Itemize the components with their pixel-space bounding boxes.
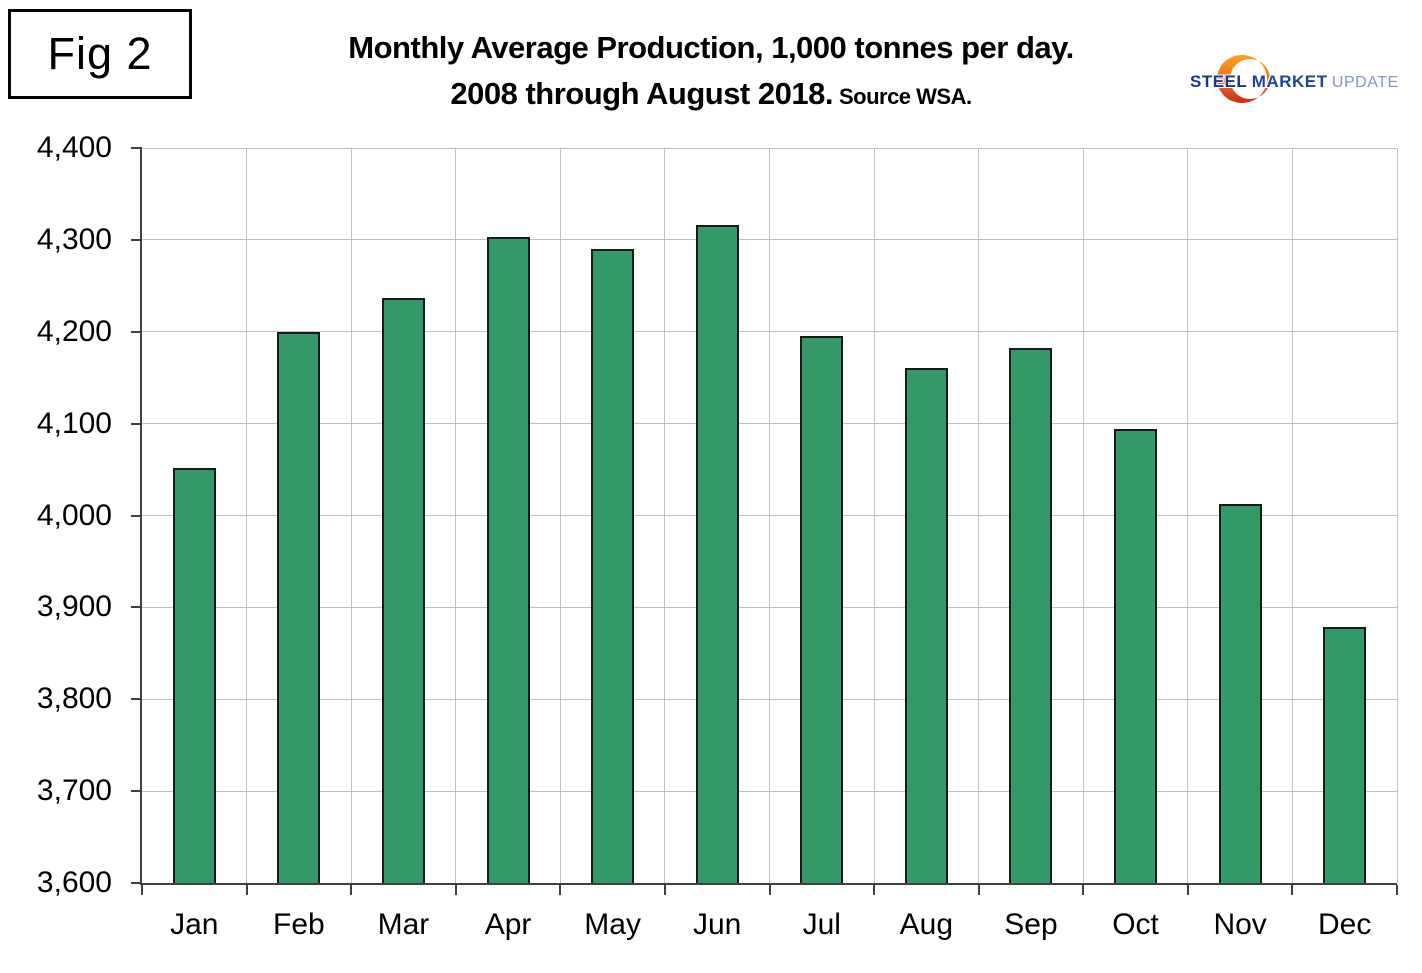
chart-title: Monthly Average Production, 1,000 tonnes… [180, 30, 1242, 112]
x-axis-label-sep: Sep [1004, 908, 1058, 941]
x-axis-label-jul: Jul [802, 908, 841, 941]
x-axis-tick [1186, 885, 1189, 895]
y-axis-label: 4,200 [36, 314, 112, 348]
gridline-vertical [455, 148, 457, 883]
gridline-vertical [664, 148, 666, 883]
x-axis-tick [245, 885, 248, 895]
bar-sep [1009, 348, 1053, 883]
y-axis-label: 3,600 [36, 866, 112, 899]
gridline-vertical [1396, 148, 1398, 883]
y-axis-tick [131, 330, 142, 333]
y-axis-tick [131, 698, 142, 701]
gridline-vertical [769, 148, 770, 883]
chart-title-line2-text: 2008 through August 2018. [450, 76, 833, 111]
y-axis-tick [131, 238, 142, 241]
y-axis-tick [131, 147, 142, 149]
y-axis-label: 4,000 [36, 498, 112, 532]
gridline-vertical [873, 148, 875, 883]
y-axis-tick [131, 422, 142, 425]
x-axis-tick [977, 885, 980, 895]
x-axis-tick [873, 885, 876, 895]
bar-jun [695, 225, 739, 883]
x-axis-label-oct: Oct [1112, 908, 1159, 941]
y-axis-label: 4,100 [36, 406, 112, 440]
y-axis-label: 3,900 [36, 590, 112, 624]
figure-label-box: Fig 2 [8, 9, 192, 99]
x-axis-tick [1291, 885, 1294, 895]
bar-feb [277, 331, 321, 883]
x-axis-label-dec: Dec [1318, 908, 1372, 941]
bar-mar [381, 297, 425, 883]
x-axis-label-mar: Mar [377, 908, 430, 941]
x-axis-label-apr: Apr [484, 908, 532, 941]
gridline-vertical [246, 148, 248, 883]
bar-jul [800, 336, 844, 883]
chart-title-line1: Monthly Average Production, 1,000 tonnes… [348, 30, 1074, 65]
steel-market-update-logo: STEEL MARKET UPDATE [1190, 48, 1405, 112]
chart-source-note: Source WSA. [838, 84, 972, 109]
x-axis-label-jun: Jun [693, 908, 742, 941]
x-axis-tick [454, 885, 457, 895]
gridline-vertical [1291, 148, 1293, 883]
gridline-vertical [559, 148, 561, 883]
plot-area [140, 148, 1398, 885]
x-axis-tick [768, 885, 771, 895]
x-axis-tick [1396, 885, 1398, 895]
logo-word-market: MARKET [1251, 72, 1328, 91]
y-axis-tick [131, 882, 142, 884]
gridline-vertical [350, 148, 352, 883]
x-axis-label-may: May [584, 908, 641, 941]
logo-word-steel: STEEL [1190, 72, 1248, 91]
logo-text: STEEL MARKET UPDATE [1190, 72, 1405, 93]
gridline-vertical [1082, 148, 1084, 883]
bar-oct [1114, 429, 1158, 883]
y-axis-tick [131, 606, 142, 609]
figure-label: Fig 2 [47, 28, 153, 79]
chart-title-line2: 2008 through August 2018. Source WSA. [180, 76, 1242, 112]
gridline-vertical [978, 148, 980, 883]
bar-aug [904, 367, 948, 883]
bar-dec [1323, 626, 1367, 883]
logo-word-update: UPDATE [1331, 74, 1399, 91]
crescent-swoosh-icon [1217, 55, 1270, 103]
x-axis-label-aug: Aug [899, 908, 954, 941]
x-axis-tick [663, 885, 666, 895]
x-axis-tick [141, 885, 143, 895]
gridline-vertical [1187, 148, 1189, 883]
x-axis-label-feb: Feb [273, 908, 325, 941]
x-axis-tick [1082, 885, 1085, 895]
bar-apr [486, 237, 530, 883]
y-axis-label: 4,300 [36, 222, 112, 256]
x-axis-tick [350, 885, 353, 895]
x-axis-tick [559, 885, 562, 895]
y-axis-label: 3,700 [36, 774, 112, 808]
y-axis-label: 4,400 [36, 131, 112, 164]
y-axis-label: 3,800 [36, 682, 112, 716]
x-axis-label-nov: Nov [1213, 908, 1267, 941]
bar-nov [1218, 503, 1262, 883]
y-axis-tick [131, 790, 142, 793]
y-axis-tick [131, 514, 142, 517]
x-axis-label-jan: Jan [170, 908, 219, 941]
bar-may [591, 249, 635, 883]
bar-jan [172, 467, 216, 883]
